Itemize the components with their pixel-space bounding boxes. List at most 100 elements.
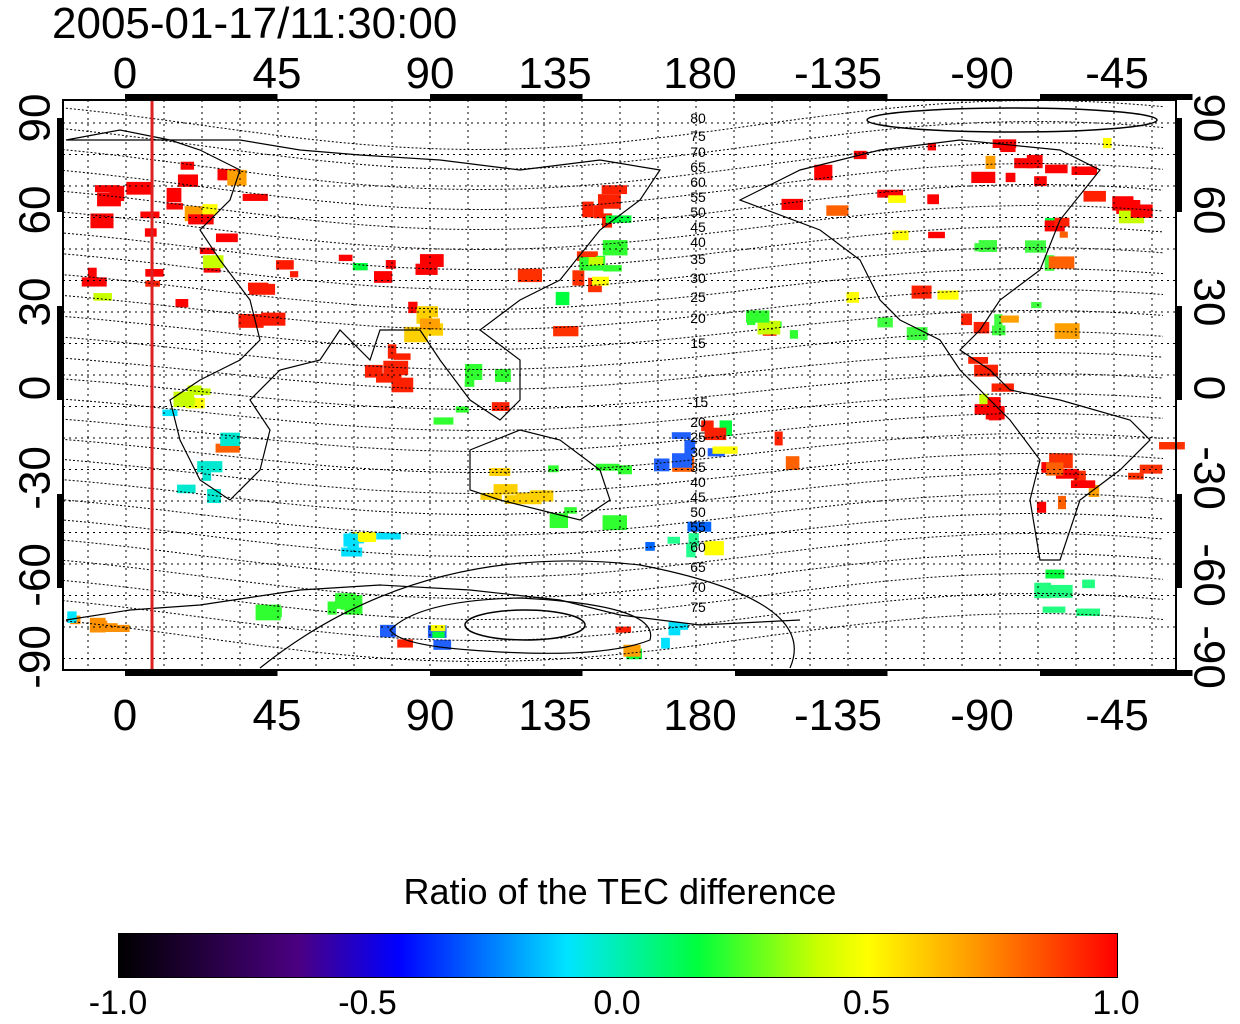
left-lat-label: 90 [11, 94, 60, 143]
magnetic-contour [62, 393, 1164, 432]
magnetic-contour [62, 572, 1164, 621]
top-lon-label: -45 [1085, 49, 1149, 98]
contour-label: 65 [690, 559, 706, 575]
bottom-lon-label: -135 [794, 691, 882, 740]
tec-patch [548, 463, 632, 531]
magnetic-contours: 8075706560555045403530252015-15202530354… [62, 99, 1164, 669]
magnetic-contour [62, 247, 1164, 291]
coastline [65, 584, 801, 626]
tec-patch [238, 260, 299, 328]
tec-patch [364, 344, 414, 393]
tec-patch [338, 254, 444, 283]
contour-label: 50 [690, 204, 706, 220]
left-lat-label: -60 [11, 543, 60, 607]
contour-label: 20 [690, 310, 706, 326]
magnetic-contour [62, 226, 1164, 271]
left-lat-label: 0 [11, 376, 60, 400]
contour-label: 60 [690, 174, 706, 190]
contour-label: 55 [690, 519, 706, 535]
magnetic-contour [62, 162, 1164, 211]
top-lon-label: 90 [406, 49, 455, 98]
left-lat-label: 60 [11, 186, 60, 235]
colorbar-tick-label: 0.5 [842, 984, 891, 1022]
contour-label: 15 [690, 335, 706, 351]
tec-patch [645, 521, 724, 558]
contour-label: 35 [690, 251, 706, 267]
magnetic-contour [62, 493, 1164, 537]
magnetic-contour [62, 120, 1164, 171]
contour-label: 30 [690, 444, 706, 460]
magnetic-contour [62, 473, 1164, 516]
tec-map: 8075706560555045403530252015-15202530354… [11, 49, 1234, 740]
magnetic-contour [62, 205, 1164, 251]
contour-label: 75 [690, 599, 706, 615]
top-lon-label: -90 [950, 49, 1014, 98]
left-lat-label: -30 [11, 446, 60, 510]
magnetic-contour [62, 592, 1164, 642]
tec-patch [480, 468, 554, 505]
tec-patch [582, 185, 632, 228]
top-lon-label: 180 [663, 49, 736, 98]
bottom-lon-label: 0 [113, 691, 137, 740]
contour-label: 35 [690, 459, 706, 475]
tec-patch [341, 532, 401, 557]
tec-patch [1036, 462, 1096, 513]
magnetic-contour [62, 612, 1164, 663]
contour-label: 80 [690, 110, 706, 126]
magnetic-contour [62, 513, 1164, 558]
colorbar-tick-label: 1.0 [1092, 984, 1140, 1022]
contour-label: 40 [690, 234, 706, 250]
contour-label: 55 [690, 189, 706, 205]
right-lat-label: -60 [1184, 543, 1233, 607]
bottom-lon-label: 45 [253, 691, 302, 740]
top-lon-label: -135 [794, 49, 882, 98]
top-lon-label: 0 [113, 49, 137, 98]
bottom-lon-label: 135 [518, 691, 591, 740]
magnetic-contour [62, 433, 1164, 474]
bottom-lon-label: 90 [406, 691, 455, 740]
magnetic-contour [62, 413, 1164, 453]
polar-contour [389, 597, 652, 654]
polar-contour [259, 560, 795, 669]
bottom-lon-label: -45 [1085, 691, 1149, 740]
tec-patch [846, 230, 1075, 341]
contour-label: 60 [690, 539, 706, 555]
right-lat-label: 90 [1184, 94, 1233, 143]
colorbar-tick-label: 0.0 [593, 984, 641, 1022]
coastline [738, 139, 1151, 561]
contour-label: 30 [690, 270, 706, 286]
tec-patch [579, 240, 628, 286]
coastline [65, 129, 662, 501]
magnetic-contour [62, 99, 1164, 151]
bottom-lon-label: 180 [663, 691, 736, 740]
tec-patch [177, 432, 241, 504]
tec-patch [81, 161, 268, 308]
right-lat-label: 0 [1184, 376, 1233, 400]
polar-contour [464, 609, 586, 641]
magnetic-contour [62, 352, 1164, 391]
colorbar [118, 933, 1118, 978]
contour-label: 70 [690, 579, 706, 595]
magnetic-contour [62, 310, 1164, 351]
contour-label: 25 [690, 429, 706, 445]
colorbar-tick-label: -1.0 [88, 984, 148, 1022]
tec-patch [404, 301, 444, 343]
colorbar-title: Ratio of the TEC difference [403, 871, 837, 912]
tec-patch [746, 310, 799, 339]
right-lat-label: 30 [1184, 278, 1233, 327]
contour-label: 65 [690, 159, 706, 175]
left-lat-label: -90 [11, 625, 60, 689]
contour-label: -15 [688, 394, 708, 410]
coastlines [65, 129, 1151, 626]
top-lon-label: 45 [253, 49, 302, 98]
polar-contour [866, 107, 1158, 133]
grid-lines [63, 100, 1176, 670]
map-frame [57, 94, 1193, 676]
contour-label: 75 [690, 128, 706, 144]
magnetic-contour [62, 289, 1164, 331]
magnetic-contour [62, 533, 1164, 579]
magnetic-contour [62, 331, 1164, 371]
contour-label: 45 [690, 489, 706, 505]
contour-label: 45 [690, 219, 706, 235]
right-lat-label: -90 [1184, 625, 1233, 689]
